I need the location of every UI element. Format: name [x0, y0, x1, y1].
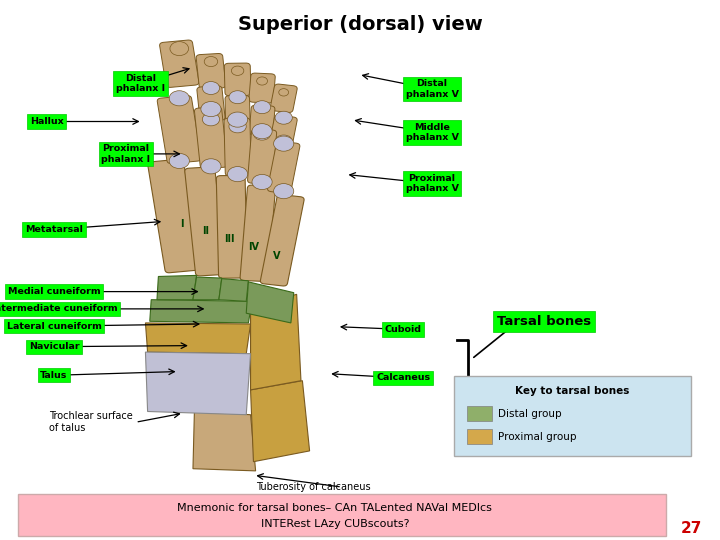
FancyBboxPatch shape: [216, 176, 248, 278]
FancyBboxPatch shape: [197, 86, 225, 122]
FancyBboxPatch shape: [194, 107, 228, 168]
Text: Middle
phalanx V: Middle phalanx V: [405, 123, 459, 142]
Circle shape: [201, 102, 221, 117]
Text: Trochlear surface
of talus: Trochlear surface of talus: [49, 411, 132, 433]
Text: Proximal group: Proximal group: [498, 432, 577, 442]
Text: Key to tarsal bones: Key to tarsal bones: [516, 386, 629, 396]
Polygon shape: [145, 323, 251, 354]
Circle shape: [202, 113, 220, 126]
Circle shape: [274, 136, 294, 151]
Circle shape: [228, 166, 248, 181]
Text: I: I: [180, 219, 183, 229]
FancyBboxPatch shape: [160, 40, 199, 87]
Text: Tuberosity of calcaneus: Tuberosity of calcaneus: [256, 482, 370, 492]
Text: Cuboid: Cuboid: [384, 325, 422, 334]
Circle shape: [229, 120, 246, 133]
FancyBboxPatch shape: [248, 129, 276, 184]
Text: II: II: [202, 226, 209, 236]
FancyBboxPatch shape: [225, 63, 251, 96]
Text: III: III: [224, 234, 234, 244]
Text: Talus: Talus: [40, 371, 68, 380]
Circle shape: [229, 91, 246, 104]
FancyBboxPatch shape: [454, 376, 691, 456]
Text: V: V: [274, 251, 281, 261]
Polygon shape: [246, 282, 294, 323]
FancyBboxPatch shape: [157, 96, 202, 164]
Text: IV: IV: [248, 242, 259, 252]
Text: INTERest LAzy CUBscouts?: INTERest LAzy CUBscouts?: [261, 519, 409, 529]
Circle shape: [201, 159, 221, 174]
Text: Distal
phalanx I: Distal phalanx I: [116, 74, 165, 93]
FancyBboxPatch shape: [240, 185, 276, 281]
Polygon shape: [157, 275, 197, 300]
FancyBboxPatch shape: [18, 494, 666, 536]
Circle shape: [169, 91, 189, 106]
Polygon shape: [193, 411, 256, 471]
Text: Metatarsal: Metatarsal: [25, 225, 83, 234]
FancyBboxPatch shape: [148, 159, 201, 273]
Text: Lateral cuneiform: Lateral cuneiform: [6, 322, 102, 330]
Circle shape: [274, 184, 294, 199]
FancyBboxPatch shape: [467, 406, 492, 421]
Circle shape: [253, 127, 271, 140]
Circle shape: [202, 82, 220, 94]
Text: Tarsal bones: Tarsal bones: [497, 315, 590, 328]
Text: Medial cuneiform: Medial cuneiform: [8, 287, 100, 296]
Text: Intermediate cuneiform: Intermediate cuneiform: [0, 305, 117, 313]
Polygon shape: [193, 277, 222, 300]
Circle shape: [275, 135, 292, 148]
Polygon shape: [145, 352, 251, 415]
FancyBboxPatch shape: [270, 116, 297, 144]
Text: Navicular: Navicular: [29, 342, 79, 351]
Polygon shape: [150, 300, 252, 323]
FancyBboxPatch shape: [225, 96, 250, 128]
Text: Hallux: Hallux: [30, 117, 63, 126]
FancyBboxPatch shape: [249, 105, 275, 136]
Circle shape: [228, 112, 248, 127]
Circle shape: [169, 153, 189, 168]
Circle shape: [252, 124, 272, 139]
Polygon shape: [251, 381, 310, 462]
Circle shape: [204, 57, 217, 66]
Text: Mnemonic for tarsal bones– CAn TALented NAVal MEDIcs: Mnemonic for tarsal bones– CAn TALented …: [177, 503, 492, 512]
FancyBboxPatch shape: [185, 167, 225, 276]
Text: Calcaneus: Calcaneus: [376, 374, 431, 382]
Circle shape: [275, 111, 292, 124]
Circle shape: [252, 174, 272, 190]
Text: Distal
phalanx V: Distal phalanx V: [405, 79, 459, 99]
Circle shape: [279, 89, 289, 96]
FancyBboxPatch shape: [261, 194, 304, 286]
FancyBboxPatch shape: [270, 84, 297, 112]
Text: Distal group: Distal group: [498, 409, 562, 419]
Circle shape: [231, 66, 244, 76]
Text: Proximal
phalanx V: Proximal phalanx V: [405, 174, 459, 193]
Circle shape: [256, 77, 268, 85]
Text: Proximal
phalanx I: Proximal phalanx I: [102, 144, 150, 164]
Circle shape: [253, 100, 271, 114]
FancyBboxPatch shape: [224, 118, 251, 176]
Text: Superior (dorsal) view: Superior (dorsal) view: [238, 15, 482, 34]
Text: 27: 27: [680, 521, 702, 536]
Polygon shape: [251, 294, 301, 390]
Polygon shape: [219, 279, 248, 301]
FancyBboxPatch shape: [249, 73, 275, 103]
FancyBboxPatch shape: [467, 429, 492, 444]
FancyBboxPatch shape: [268, 141, 300, 193]
FancyBboxPatch shape: [196, 53, 226, 89]
Circle shape: [170, 42, 189, 56]
